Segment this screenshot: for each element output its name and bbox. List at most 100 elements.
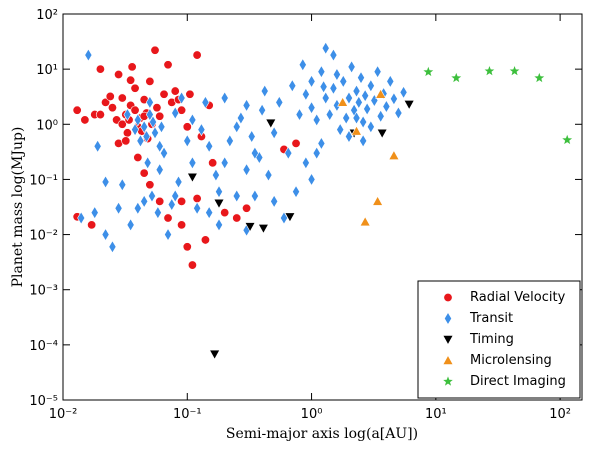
- data-point: [258, 103, 267, 117]
- data-point: [114, 69, 124, 79]
- data-point: [270, 194, 279, 208]
- data-point: [171, 106, 180, 120]
- data-point: [187, 260, 197, 270]
- data-point: [215, 218, 223, 232]
- data-point: [560, 133, 574, 146]
- data-point: [232, 213, 242, 223]
- y-tick-label: 10²: [36, 8, 58, 23]
- data-point: [357, 71, 365, 85]
- y-tick-label: 10⁻¹: [29, 173, 58, 188]
- data-point: [321, 41, 330, 55]
- data-point: [140, 194, 149, 208]
- data-point: [101, 227, 110, 242]
- data-point: [242, 98, 251, 112]
- data-point: [130, 83, 140, 93]
- x-tick-label: 10¹: [425, 407, 447, 422]
- data-point: [101, 97, 111, 107]
- data-point: [163, 60, 173, 70]
- legend-marker: [442, 335, 454, 346]
- data-point: [347, 60, 356, 74]
- data-point: [257, 223, 269, 234]
- data-point: [449, 71, 463, 84]
- data-point: [117, 93, 127, 103]
- data-point: [275, 95, 284, 109]
- y-tick-label: 10⁻⁵: [29, 394, 58, 409]
- data-point: [77, 211, 86, 225]
- x-tick-label: 10⁰: [301, 407, 323, 422]
- data-point: [220, 208, 230, 218]
- data-point: [174, 175, 183, 189]
- data-point: [375, 88, 387, 99]
- data-point: [342, 111, 351, 125]
- data-point: [215, 185, 223, 199]
- data-point: [317, 136, 326, 150]
- data-point: [208, 158, 218, 168]
- data-point: [337, 96, 349, 107]
- data-point: [182, 122, 192, 132]
- data-point: [372, 195, 384, 206]
- data-point: [312, 146, 321, 160]
- data-point: [131, 123, 140, 137]
- data-point: [319, 80, 328, 94]
- data-point: [126, 75, 136, 85]
- data-point: [209, 349, 221, 360]
- data-point: [107, 103, 117, 113]
- data-point: [148, 189, 156, 203]
- data-point: [155, 111, 165, 121]
- legend-label: Microlensing: [470, 353, 552, 368]
- data-point: [403, 100, 415, 110]
- data-point: [170, 86, 180, 96]
- data-point: [232, 189, 241, 203]
- data-point: [363, 102, 372, 116]
- data-point: [177, 91, 186, 105]
- data-point: [301, 156, 310, 170]
- legend-label: Transit: [469, 311, 513, 326]
- data-point: [153, 206, 162, 220]
- data-point: [361, 89, 370, 103]
- data-point: [312, 113, 321, 127]
- data-point: [242, 163, 251, 177]
- data-point: [508, 64, 522, 77]
- data-point: [359, 115, 368, 129]
- y-tick-label: 10¹: [36, 63, 58, 78]
- data-point: [145, 107, 154, 122]
- data-point: [421, 65, 435, 78]
- data-point: [101, 175, 110, 189]
- data-point: [250, 189, 259, 203]
- data-point: [155, 196, 165, 206]
- data-point: [352, 84, 361, 98]
- data-point: [399, 85, 408, 99]
- data-point: [373, 65, 382, 79]
- data-point: [108, 240, 117, 254]
- legend-marker: [443, 292, 453, 302]
- data-point: [151, 126, 159, 140]
- data-point: [127, 62, 137, 72]
- legend-label: Timing: [469, 332, 514, 347]
- data-point: [145, 76, 155, 86]
- data-point: [291, 138, 301, 148]
- data-point: [388, 150, 400, 160]
- data-point: [142, 129, 151, 144]
- data-point: [186, 172, 198, 183]
- data-point: [182, 242, 192, 252]
- data-point: [200, 235, 210, 245]
- data-point: [232, 120, 241, 134]
- data-point: [155, 163, 164, 177]
- data-point: [171, 189, 180, 203]
- y-tick-label: 10⁻²: [29, 229, 58, 244]
- data-point: [394, 106, 403, 120]
- data-point: [366, 79, 375, 93]
- data-point: [177, 220, 187, 230]
- data-point: [192, 50, 202, 60]
- data-point: [145, 95, 154, 109]
- y-tick-label: 10⁰: [36, 118, 58, 133]
- x-tick-label: 10²: [549, 407, 571, 422]
- data-point: [126, 218, 135, 232]
- legend-marker: [441, 374, 455, 388]
- data-point: [90, 206, 99, 220]
- data-point: [205, 206, 214, 220]
- data-point: [133, 113, 142, 127]
- data-point: [167, 197, 176, 212]
- data-point: [117, 119, 127, 129]
